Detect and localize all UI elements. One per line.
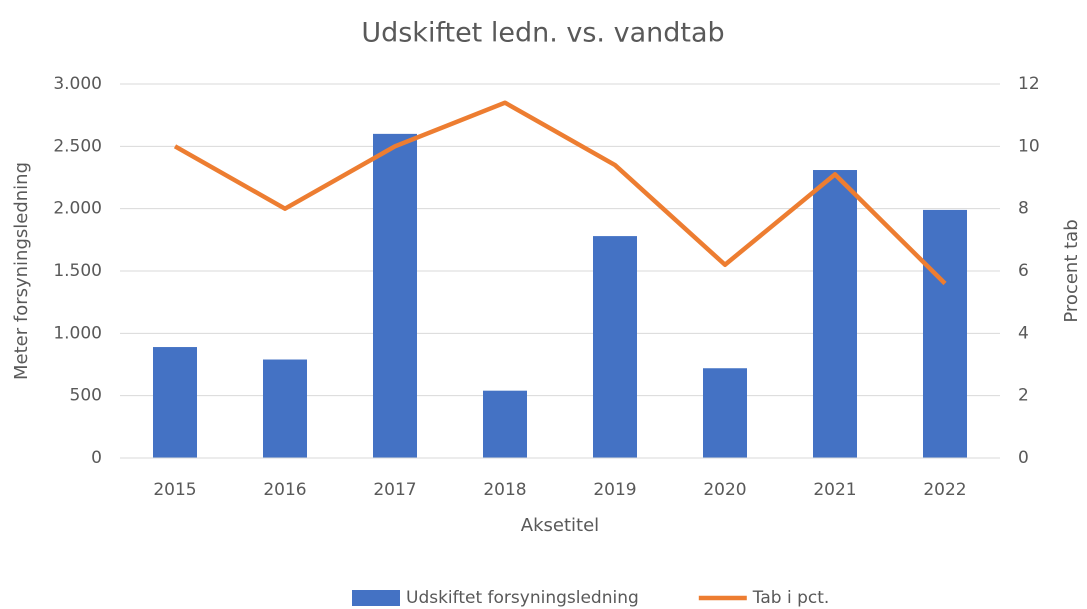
- y-axis-title: Meter forsyningsledning: [11, 162, 32, 380]
- y2-tick-label: 6: [1018, 261, 1029, 281]
- bar: [483, 390, 527, 458]
- bar: [373, 133, 417, 458]
- x-tick-label: 2018: [483, 480, 526, 500]
- bar: [263, 359, 307, 458]
- y2-axis-title: Procent tab: [1061, 219, 1082, 322]
- bar: [703, 368, 747, 458]
- x-axis-title: Aksetitel: [521, 515, 599, 536]
- y-tick-label: 0: [91, 448, 102, 468]
- x-tick-label: 2019: [593, 480, 636, 500]
- chart-title: Udskiftet ledn. vs. vandtab: [361, 18, 724, 49]
- y2-tick-label: 12: [1018, 74, 1040, 94]
- y-tick-label: 1.000: [53, 323, 102, 343]
- y2-tick-label: 2: [1018, 386, 1029, 406]
- x-tick-label: 2022: [923, 480, 966, 500]
- y2-tick-label: 4: [1018, 323, 1029, 343]
- legend-label: Tab i pct.: [752, 588, 830, 608]
- bar: [153, 347, 197, 458]
- y-tick-label: 1.500: [53, 261, 102, 281]
- bar: [813, 170, 857, 458]
- x-tick-label: 2021: [813, 480, 856, 500]
- bar: [593, 236, 637, 458]
- x-tick-label: 2020: [703, 480, 746, 500]
- y-tick-label: 2.500: [53, 136, 102, 156]
- x-tick-label: 2015: [153, 480, 196, 500]
- x-tick-label: 2016: [263, 480, 306, 500]
- y2-tick-label: 0: [1018, 448, 1029, 468]
- legend-label: Udskiftet forsyningsledning: [406, 588, 639, 608]
- y-tick-label: 2.000: [53, 199, 102, 219]
- y2-tick-label: 10: [1018, 136, 1040, 156]
- bar: [923, 209, 967, 458]
- legend-swatch: [352, 590, 400, 606]
- line: [173, 100, 947, 286]
- y-tick-label: 3.000: [53, 74, 102, 94]
- y2-tick-label: 8: [1018, 199, 1029, 219]
- x-tick-label: 2017: [373, 480, 416, 500]
- y-tick-label: 500: [70, 386, 102, 406]
